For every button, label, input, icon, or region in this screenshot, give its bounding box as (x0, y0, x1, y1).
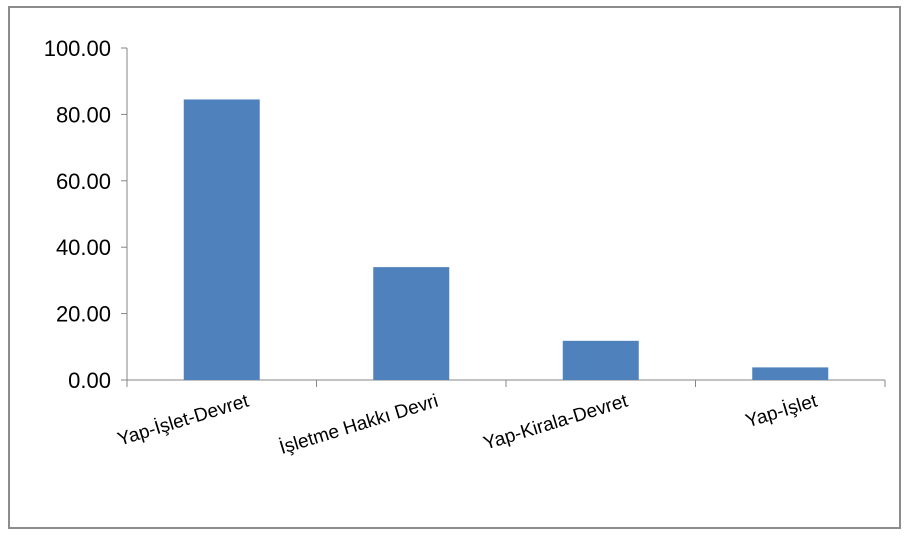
bar (562, 340, 639, 380)
x-category-label: İşletme Hakkı Devri (277, 391, 441, 459)
y-tick-label: 20.00 (56, 302, 111, 327)
y-axis-ticks: 0.00 20.00 40.00 60.00 80.00 100.00 (44, 36, 127, 393)
y-tick-label: 80.00 (56, 102, 111, 127)
x-category-label: Yap-İşlet (743, 390, 820, 432)
bar (183, 99, 260, 381)
y-tick-label: 40.00 (56, 235, 111, 260)
y-tick-label: 60.00 (56, 169, 111, 194)
x-category-label: Yap-Kirala-Devret (481, 390, 631, 454)
chart-bars (183, 99, 829, 381)
x-category-label: Yap-İşlet-Devret (115, 390, 252, 450)
chart-frame (8, 6, 901, 529)
bar (752, 367, 829, 380)
y-tick-label: 0.00 (68, 368, 111, 393)
x-axis-labels: Yap-İşlet-Devret İşletme Hakkı Devri Yap-K… (115, 390, 820, 458)
bar (373, 267, 450, 380)
y-tick-label: 100.00 (44, 36, 111, 61)
